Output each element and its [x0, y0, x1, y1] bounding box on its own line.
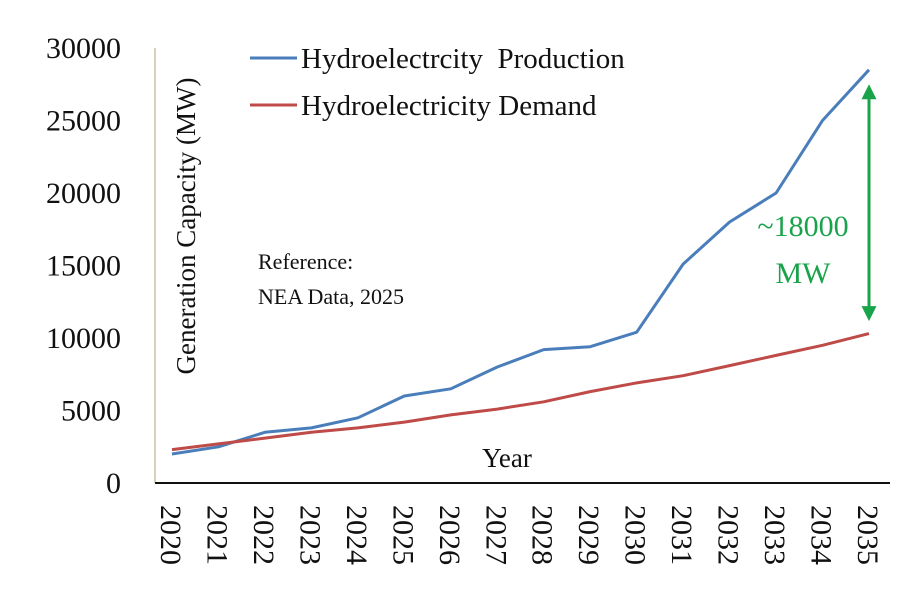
x-tick-label: 2031 — [665, 505, 698, 565]
y-tick-label: 5000 — [61, 395, 121, 428]
gap-label-line-1: ~18000 — [757, 210, 848, 243]
gap-annotation: ~18000 MW — [757, 84, 877, 322]
y-axis-ticks: 0 5000 10000 15000 20000 25000 30000 — [46, 32, 121, 500]
x-tick-label: 2020 — [154, 505, 187, 565]
reference-note: Reference: NEA Data, 2025 — [258, 249, 404, 309]
x-axis-title: Year — [482, 443, 532, 473]
legend-label-demand: Hydroelectricity Demand — [301, 90, 597, 122]
x-axis-ticks: 2020 2021 2022 2023 2024 2025 2026 2027 2028 2029… — [154, 505, 884, 565]
production-series-line — [171, 68, 871, 456]
x-tick-label: 2021 — [200, 505, 233, 565]
y-tick-label: 30000 — [46, 32, 121, 65]
y-axis-title: Generation Capacity (MW) — [171, 78, 201, 375]
x-tick-label: 2022 — [247, 505, 280, 565]
y-tick-label: 0 — [106, 467, 121, 500]
x-tick-label: 2033 — [758, 505, 791, 565]
x-tick-label: 2029 — [572, 505, 605, 565]
x-tick-label: 2023 — [293, 505, 326, 565]
reference-line-2: NEA Data, 2025 — [258, 284, 404, 309]
legend: Hydroelectrcity Production Hydroelectric… — [250, 43, 625, 122]
y-tick-label: 10000 — [46, 322, 121, 355]
demand-series-line — [171, 332, 870, 452]
x-tick-label: 2030 — [619, 505, 652, 565]
x-tick-label: 2024 — [340, 505, 373, 565]
x-tick-label: 2028 — [526, 505, 559, 565]
x-tick-label: 2026 — [433, 505, 466, 565]
x-tick-label: 2035 — [851, 505, 884, 565]
y-tick-label: 25000 — [46, 105, 121, 138]
reference-line-1: Reference: — [258, 249, 353, 274]
gap-label-line-2: MW — [776, 257, 832, 290]
series-layer — [171, 68, 871, 456]
x-tick-label: 2025 — [386, 505, 419, 565]
x-tick-label: 2027 — [479, 505, 512, 565]
y-tick-label: 15000 — [46, 250, 121, 283]
y-tick-label: 20000 — [46, 177, 121, 210]
x-tick-label: 2034 — [805, 505, 838, 565]
x-tick-label: 2032 — [712, 505, 745, 565]
legend-label-production: Hydroelectrcity Production — [301, 43, 625, 75]
